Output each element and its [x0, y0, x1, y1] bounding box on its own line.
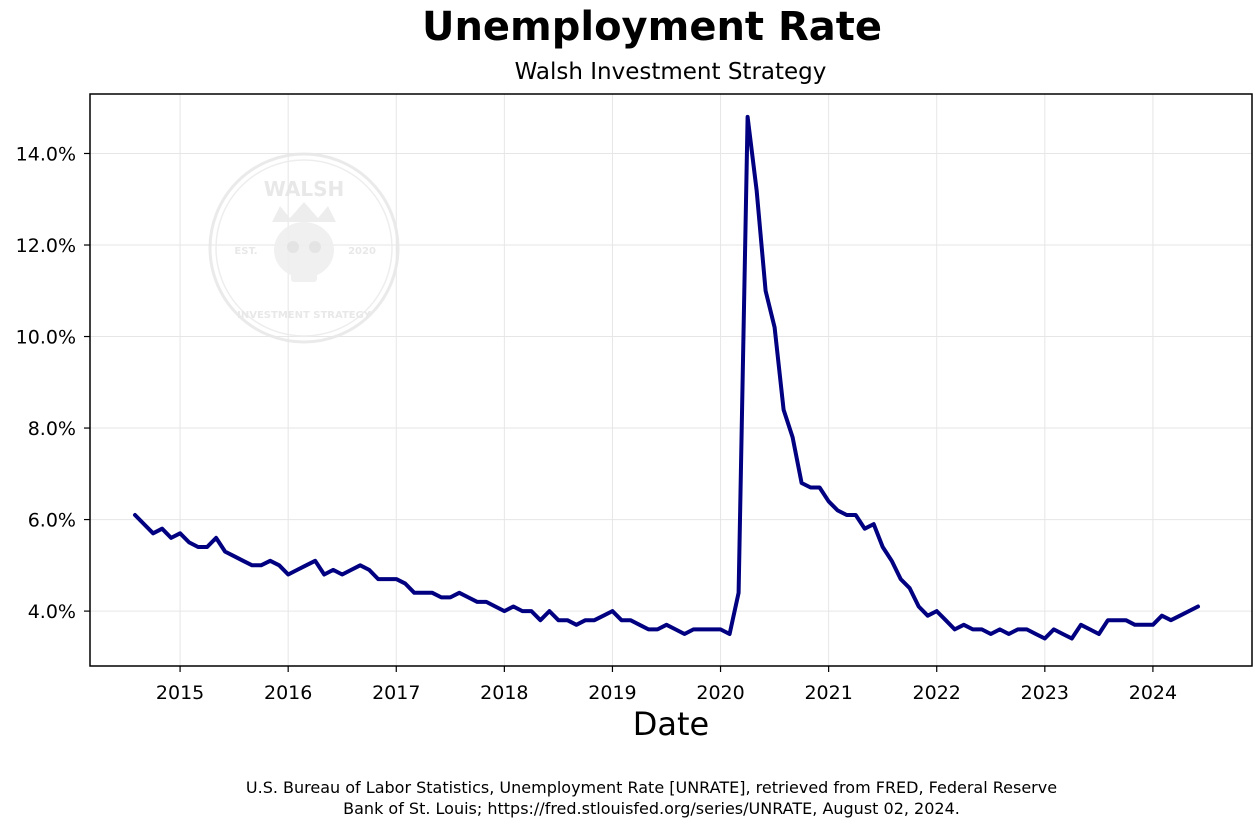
crowned-skull-icon [272, 202, 336, 282]
x-tick-label: 2021 [804, 682, 852, 704]
x-tick-label: 2018 [480, 682, 528, 704]
x-tick-label: 2015 [156, 682, 204, 704]
y-tick-label: 12.0% [16, 235, 76, 257]
source-line-1: U.S. Bureau of Labor Statistics, Unemplo… [245, 778, 1058, 797]
x-tick-label: 2016 [264, 682, 312, 704]
watermark-left-text: EST. [234, 246, 257, 257]
x-axis-label: Date [633, 705, 709, 743]
chart-subtitle: Walsh Investment Strategy [514, 59, 827, 85]
source-line-2: Bank of St. Louis; https://fred.stlouisf… [343, 799, 960, 818]
x-tick-label: 2023 [1021, 682, 1069, 704]
grid-layer [90, 94, 1252, 666]
y-tick-label: 14.0% [16, 143, 76, 165]
x-tick-label: 2017 [372, 682, 420, 704]
watermark-top-text: WALSH [264, 177, 345, 201]
x-tick-label: 2024 [1129, 682, 1177, 704]
watermark-bottom-text: INVESTMENT STRATEGY [237, 310, 371, 321]
unemployment-rate-line [133, 114, 1200, 641]
watermark-right-text: 2020 [348, 246, 376, 257]
chart-title: Unemployment Rate [421, 4, 883, 50]
x-tick-label: 2019 [588, 682, 636, 704]
y-tick-label: 8.0% [28, 418, 76, 440]
y-tick-label: 4.0% [28, 601, 76, 623]
y-tick-label: 10.0% [16, 327, 76, 349]
watermark: WALSH EST. 2020 INVESTMENT STRATEGY [208, 152, 400, 344]
x-tick-label: 2022 [913, 682, 961, 704]
x-tick-label: 2020 [696, 682, 744, 704]
plot-frame [89, 93, 1253, 667]
x-axis: 2015 2016 2017 2018 2019 2020 2021 2022 2023 2024 [156, 666, 1177, 704]
y-tick-label: 6.0% [28, 510, 76, 532]
source-note: U.S. Bureau of Labor Statistics, Unemplo… [0, 777, 1258, 819]
y-axis: 4.0% 6.0% 8.0% 10.0% 12.0% 14.0% [16, 143, 90, 623]
